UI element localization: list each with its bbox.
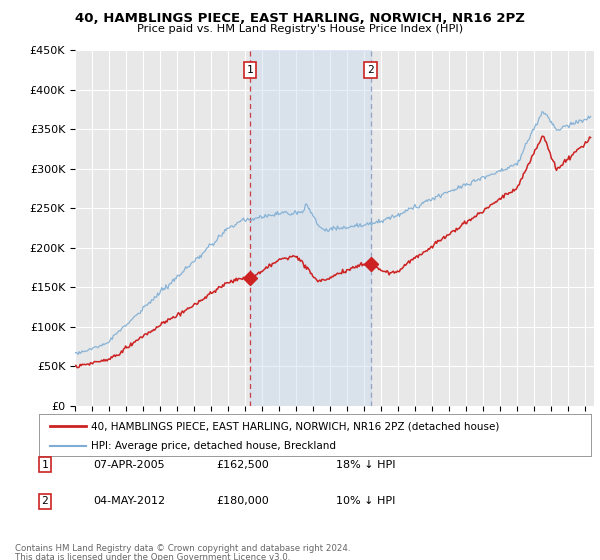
Text: 10% ↓ HPI: 10% ↓ HPI (336, 496, 395, 506)
Text: 07-APR-2005: 07-APR-2005 (93, 460, 164, 470)
Text: 04-MAY-2012: 04-MAY-2012 (93, 496, 165, 506)
Bar (250, 50, 371, 406)
Text: 40, HAMBLINGS PIECE, EAST HARLING, NORWICH, NR16 2PZ (detached house): 40, HAMBLINGS PIECE, EAST HARLING, NORWI… (91, 421, 500, 431)
Text: £162,500: £162,500 (216, 460, 269, 470)
Text: This data is licensed under the Open Government Licence v3.0.: This data is licensed under the Open Gov… (15, 553, 290, 560)
Text: 2: 2 (41, 496, 49, 506)
Text: 40, HAMBLINGS PIECE, EAST HARLING, NORWICH, NR16 2PZ: 40, HAMBLINGS PIECE, EAST HARLING, NORWI… (75, 12, 525, 25)
Text: 1: 1 (247, 65, 253, 75)
Text: £180,000: £180,000 (216, 496, 269, 506)
Text: HPI: Average price, detached house, Breckland: HPI: Average price, detached house, Brec… (91, 441, 337, 451)
Text: Price paid vs. HM Land Registry's House Price Index (HPI): Price paid vs. HM Land Registry's House … (137, 24, 463, 34)
Text: 2: 2 (367, 65, 374, 75)
Text: Contains HM Land Registry data © Crown copyright and database right 2024.: Contains HM Land Registry data © Crown c… (15, 544, 350, 553)
Text: 18% ↓ HPI: 18% ↓ HPI (336, 460, 395, 470)
Text: 1: 1 (41, 460, 49, 470)
